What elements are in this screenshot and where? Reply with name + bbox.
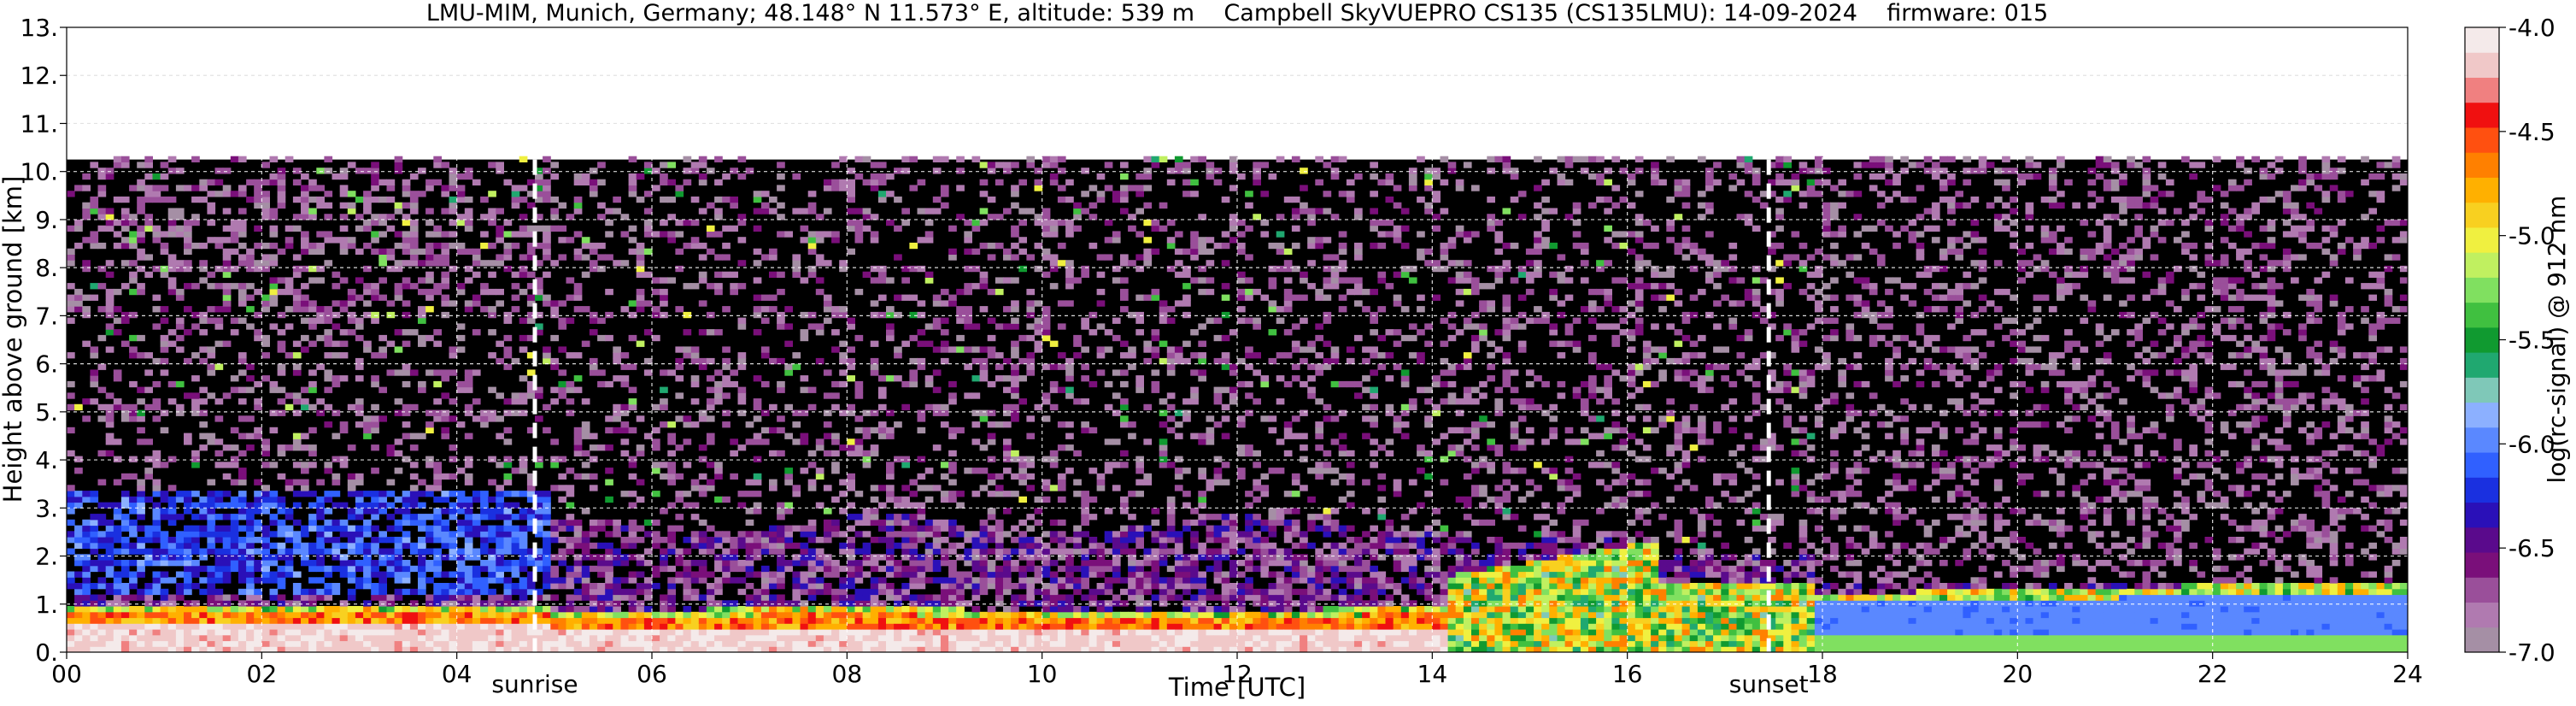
y-tick-label: 9. — [35, 206, 58, 234]
sun-event-lines — [532, 159, 1771, 652]
x-tick-label: 22 — [2198, 660, 2228, 688]
colorbar-swatch — [2465, 327, 2499, 353]
y-tick-label: 0. — [35, 638, 58, 667]
y-tick-label: 13. — [20, 14, 58, 42]
colorbar-swatch — [2465, 227, 2499, 253]
x-tick-label: 14 — [1417, 660, 1448, 688]
colorbar-swatch — [2465, 602, 2499, 628]
x-tick-label: 24 — [2392, 660, 2423, 688]
colorbar-swatch — [2465, 252, 2499, 278]
colorbar-swatch — [2465, 527, 2499, 553]
sunset-label: sunset — [1729, 670, 1809, 698]
colorbar-swatch — [2465, 477, 2499, 503]
x-tick-label: 02 — [247, 660, 278, 688]
colorbar-tick-label: -5.0 — [2509, 222, 2555, 250]
colorbar-swatch — [2465, 302, 2499, 328]
y-tick-label: 1. — [35, 591, 58, 619]
x-tick-label: 06 — [637, 660, 667, 688]
x-tick-label: 16 — [1612, 660, 1643, 688]
x-tick-label: 00 — [51, 660, 82, 688]
colorbar-swatches — [2465, 27, 2499, 653]
colorbar-swatch — [2465, 27, 2499, 53]
colorbar-swatch — [2465, 402, 2499, 428]
y-tick-label: 4. — [35, 446, 58, 474]
colorbar-swatch — [2465, 627, 2499, 653]
colorbar-swatch — [2465, 552, 2499, 578]
colorbar-swatch — [2465, 427, 2499, 453]
x-axis-ticks: 00 02 04 06 08 10 12 14 16 18 20 22 24 — [51, 652, 2423, 688]
y-tick-label: 2. — [35, 543, 58, 571]
grid-lines — [67, 27, 2408, 652]
colorbar-swatch — [2465, 377, 2499, 403]
colorbar-tick-label: -4.0 — [2509, 14, 2555, 42]
y-tick-label: 10. — [20, 158, 58, 186]
sunrise-label: sunrise — [491, 670, 578, 698]
x-tick-label: 10 — [1027, 660, 1058, 688]
x-tick-label: 08 — [832, 660, 863, 688]
x-tick-label: 12 — [1222, 660, 1253, 688]
colorbar-swatch — [2465, 177, 2499, 203]
y-axis-ticks: 0. 1. 2. 3. 4. 5. 6. 7. 8. 9. 10. 11. 12. 13. — [20, 14, 67, 667]
colorbar-swatch — [2465, 102, 2499, 128]
y-tick-label: 6. — [35, 350, 58, 379]
colorbar-swatch — [2465, 577, 2499, 603]
colorbar-swatch — [2465, 452, 2499, 478]
colorbar: -4.0 -4.5 -5.0 -5.5 -6.0 -6.5 -7.0 log(rc-sign… — [2464, 14, 2571, 667]
colorbar-swatch — [2465, 352, 2499, 378]
colorbar-swatch — [2465, 77, 2499, 103]
chart-title: LMU-MIM, Munich, Germany; 48.148° N 11.5… — [426, 0, 2048, 26]
colorbar-tick-label: -6.0 — [2509, 430, 2555, 458]
heatmap-cells — [67, 156, 2408, 652]
colorbar-tick-label: -7.0 — [2509, 638, 2555, 667]
colorbar-swatch — [2465, 502, 2499, 528]
y-tick-label: 5. — [35, 398, 58, 427]
colorbar-swatch — [2465, 277, 2499, 303]
plot-area — [66, 26, 2409, 653]
y-tick-label: 12. — [20, 62, 58, 90]
colorbar-swatch — [2465, 152, 2499, 178]
colorbar-tick-label: -5.5 — [2509, 327, 2555, 355]
x-tick-label: 04 — [442, 660, 472, 688]
x-tick-label: 18 — [1807, 660, 1838, 688]
y-tick-label: 8. — [35, 254, 58, 282]
sun-event-labels: sunrise sunset — [491, 670, 1808, 698]
colorbar-tick-label: -6.5 — [2509, 534, 2555, 562]
y-axis-label: Height above ground [km] — [0, 176, 27, 503]
colorbar-ticks: -4.0 -4.5 -5.0 -5.5 -6.0 -6.5 -7.0 — [2499, 14, 2555, 667]
backscatter-heatmap — [67, 156, 2408, 652]
y-tick-label: 3. — [35, 494, 58, 522]
y-tick-label: 7. — [35, 302, 58, 330]
colorbar-label: log(rc-signal) @ 912 nm — [2543, 196, 2571, 484]
x-axis-label: Time [UTC] — [1168, 673, 1306, 702]
x-tick-label: 20 — [2003, 660, 2033, 688]
colorbar-swatch — [2465, 52, 2499, 78]
colorbar-swatch — [2465, 202, 2499, 228]
colorbar-swatch — [2465, 126, 2499, 153]
y-tick-label: 11. — [20, 109, 58, 138]
colorbar-tick-label: -4.5 — [2509, 118, 2555, 146]
